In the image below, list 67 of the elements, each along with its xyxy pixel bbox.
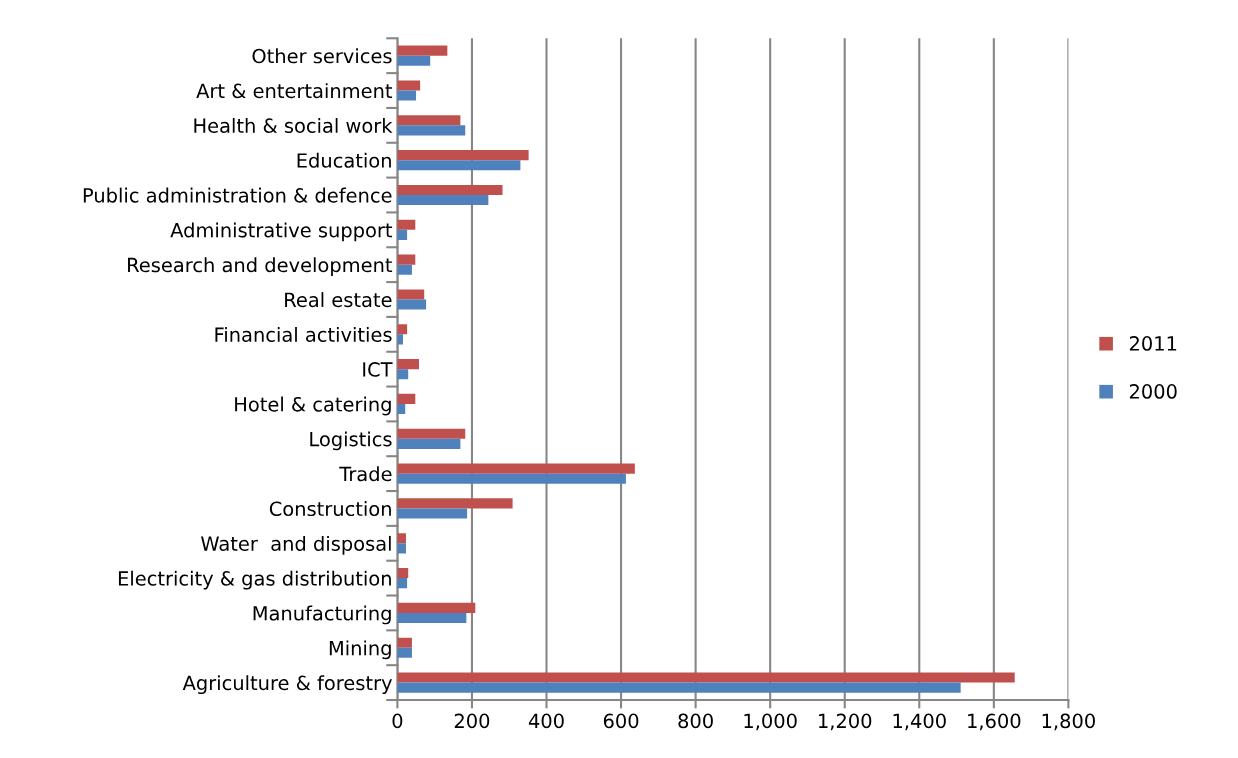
x-tick-label: 800 bbox=[678, 713, 713, 729]
y-tick-label: Health & social work bbox=[194, 117, 393, 134]
bar bbox=[397, 498, 513, 509]
bar bbox=[397, 438, 461, 449]
y-tick-label: Hotel & catering bbox=[235, 396, 391, 416]
y-tick-label: Electricity & gas distribution bbox=[118, 570, 391, 590]
x-tick-label: 0 bbox=[392, 713, 403, 729]
bar bbox=[397, 45, 448, 56]
bar bbox=[397, 637, 412, 648]
bar bbox=[397, 578, 408, 589]
bar bbox=[397, 543, 406, 554]
bar bbox=[397, 428, 466, 439]
x-tick-label: 1,600 bbox=[968, 713, 1021, 731]
y-tick-label: Education bbox=[297, 152, 391, 168]
bar bbox=[397, 125, 466, 136]
bar bbox=[397, 359, 420, 370]
bar bbox=[397, 289, 425, 300]
y-tick-label: Logistics bbox=[310, 431, 392, 451]
y-tick-label: Public administration & defence bbox=[83, 187, 392, 203]
bar bbox=[397, 160, 521, 171]
bar bbox=[397, 473, 626, 484]
bar bbox=[397, 533, 406, 544]
y-tick-label: Mining bbox=[329, 640, 391, 660]
y-tick-label: Financial activities bbox=[215, 326, 392, 342]
bar bbox=[397, 682, 961, 693]
x-tick-label: 200 bbox=[454, 713, 490, 729]
y-tick-label: Agriculture & forestry bbox=[182, 675, 392, 695]
y-tick-label: Construction bbox=[269, 501, 391, 517]
legend-label: 2011 bbox=[1129, 336, 1177, 351]
x-tick-label: 1,200 bbox=[819, 713, 872, 731]
bar bbox=[397, 299, 427, 310]
y-tick-label: Manufacturing bbox=[253, 605, 391, 625]
bar bbox=[397, 264, 412, 275]
bar bbox=[397, 55, 431, 66]
y-tick-label: Other services bbox=[252, 48, 392, 64]
y-tick-label: ICT bbox=[363, 362, 393, 377]
bar bbox=[397, 602, 476, 613]
bar bbox=[397, 369, 409, 380]
y-tick-label: Art & entertainment bbox=[196, 83, 393, 99]
bar bbox=[397, 80, 421, 91]
y-tick-label: Administrative support bbox=[170, 222, 393, 242]
bar bbox=[397, 612, 467, 624]
bar bbox=[397, 393, 416, 404]
x-tick-label: 400 bbox=[528, 713, 564, 729]
bar bbox=[397, 254, 416, 265]
bar bbox=[397, 508, 468, 519]
x-tick-label: 600 bbox=[603, 713, 639, 729]
x-tick-label: 1,800 bbox=[1042, 713, 1095, 731]
bar bbox=[397, 568, 409, 579]
bar bbox=[397, 184, 503, 196]
bar bbox=[397, 672, 1015, 683]
legend-label: 2000 bbox=[1129, 384, 1177, 399]
bar bbox=[397, 150, 529, 161]
bar bbox=[397, 463, 635, 474]
x-tick-label: 1,000 bbox=[744, 713, 797, 731]
x-tick-label: 1,400 bbox=[893, 713, 946, 731]
y-tick-label: Trade bbox=[339, 466, 392, 482]
y-tick-label: Research and development bbox=[128, 257, 393, 277]
y-tick-label: Water and disposal bbox=[201, 535, 391, 555]
bar bbox=[397, 647, 412, 658]
bar bbox=[397, 324, 408, 335]
bar bbox=[397, 115, 461, 126]
bar bbox=[397, 195, 489, 206]
y-tick-label: Real estate bbox=[285, 292, 392, 308]
bar bbox=[397, 90, 417, 101]
bar bbox=[397, 229, 408, 240]
bar bbox=[397, 219, 416, 230]
